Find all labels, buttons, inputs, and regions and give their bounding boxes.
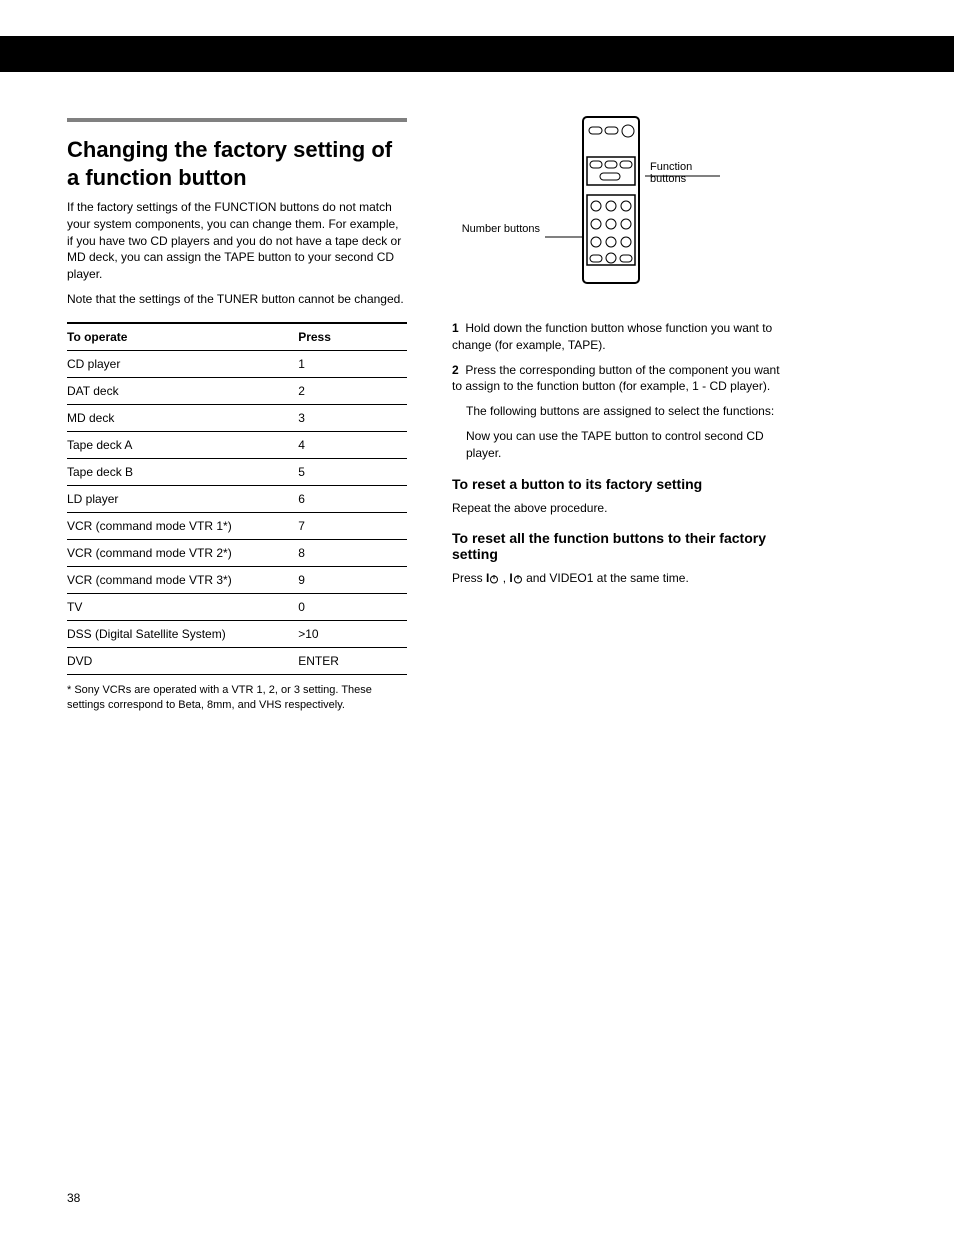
reset-all-heading: To reset all the function buttons to the…: [452, 530, 782, 562]
table-row: DVDENTER: [67, 647, 407, 674]
reset-all-body: Press I , I and VIDEO1 at the same time.: [452, 570, 782, 587]
table-cell-press: 4: [298, 431, 407, 458]
reset-one-body: Repeat the above procedure.: [452, 500, 782, 517]
table-cell-press: 6: [298, 485, 407, 512]
table-cell-press: 8: [298, 539, 407, 566]
table-cell-press: >10: [298, 620, 407, 647]
table-cell-operate: CD player: [67, 350, 298, 377]
table-row: MD deck3: [67, 404, 407, 431]
right-column: 1 Hold down the function button whose fu…: [452, 112, 782, 587]
table-row: TV0: [67, 593, 407, 620]
table-cell-press: 1: [298, 350, 407, 377]
header-black-band: [0, 36, 954, 72]
table-cell-press: 9: [298, 566, 407, 593]
table-cell-operate: VCR (command mode VTR 2*): [67, 539, 298, 566]
table-cell-press: 0: [298, 593, 407, 620]
table-row: VCR (command mode VTR 2*)8: [67, 539, 407, 566]
table-cell-press: 3: [298, 404, 407, 431]
step-2-text: Press the corresponding button of the co…: [452, 363, 780, 394]
page-number: 38: [67, 1191, 80, 1205]
table-cell-operate: Tape deck A: [67, 431, 298, 458]
vtr-footnote: * Sony VCRs are operated with a VTR 1, 2…: [67, 683, 407, 714]
table-row: DSS (Digital Satellite System)>10: [67, 620, 407, 647]
table-cell-operate: LD player: [67, 485, 298, 512]
table-header-operate: To operate: [67, 323, 298, 351]
step-2: 2 Press the corresponding button of the …: [452, 362, 782, 396]
function-assignment-table-1: To operate Press CD player1DAT deck2MD d…: [67, 322, 407, 675]
table-row: CD player1: [67, 350, 407, 377]
table-cell-operate: VCR (command mode VTR 3*): [67, 566, 298, 593]
step-1: 1 Hold down the function button whose fu…: [452, 320, 782, 354]
table-row: Tape deck A4: [67, 431, 407, 458]
power-icon: I: [509, 571, 522, 585]
table-cell-operate: DSS (Digital Satellite System): [67, 620, 298, 647]
table-cell-operate: VCR (command mode VTR 1*): [67, 512, 298, 539]
table-cell-operate: DAT deck: [67, 377, 298, 404]
assign-result: Now you can use the TAPE button to contr…: [466, 428, 782, 462]
table-cell-press: 5: [298, 458, 407, 485]
table-row: Tape deck B5: [67, 458, 407, 485]
table-cell-operate: TV: [67, 593, 298, 620]
table-row: LD player6: [67, 485, 407, 512]
table-cell-operate: MD deck: [67, 404, 298, 431]
table-cell-press: ENTER: [298, 647, 407, 674]
step-2-trailer: The following buttons are assigned to se…: [466, 403, 782, 420]
table-cell-operate: DVD: [67, 647, 298, 674]
table-cell-press: 2: [298, 377, 407, 404]
power-icon: I: [486, 571, 499, 585]
table-header-press: Press: [298, 323, 407, 351]
page-title: Changing the factory setting of a functi…: [67, 136, 407, 191]
table-row: DAT deck2: [67, 377, 407, 404]
intro-paragraph: If the factory settings of the FUNCTION …: [67, 199, 407, 283]
title-top-rule: [67, 118, 407, 122]
reset-one-heading: To reset a button to its factory setting: [452, 476, 782, 492]
table-row: VCR (command mode VTR 1*)7: [67, 512, 407, 539]
left-column: Changing the factory setting of a functi…: [67, 128, 407, 714]
table-cell-operate: Tape deck B: [67, 458, 298, 485]
table-row: VCR (command mode VTR 3*)9: [67, 566, 407, 593]
step-1-text: Hold down the function button whose func…: [452, 321, 772, 352]
table-cell-press: 7: [298, 512, 407, 539]
intro-note: Note that the settings of the TUNER butt…: [67, 291, 407, 308]
